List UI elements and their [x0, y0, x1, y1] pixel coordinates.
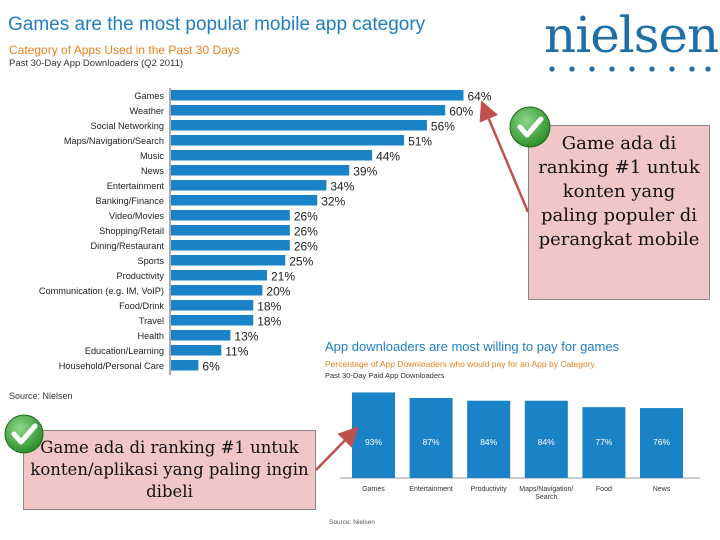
chart1-value-label: 34% [330, 180, 354, 194]
note-box-1: Game ada di ranking #1 untuk konten yang… [528, 125, 710, 300]
chart1-category-label: Health [137, 331, 164, 341]
chart1-bar [171, 180, 327, 191]
chart1-horizontal-bar-chart: Games 64% Weather 60% Social Networking 56% Ma… [39, 88, 492, 375]
logo-text: nielsen [544, 6, 719, 64]
chart1-category-label: Social Networking [90, 121, 164, 131]
chart1-bar [171, 300, 254, 311]
note-box-2: Game ada di ranking #1 untuk konten/apli… [23, 430, 316, 510]
chart1-value-label: 25% [289, 255, 313, 269]
chart1-category-label: Education/Learning [85, 346, 164, 356]
chart1-value-label: 11% [225, 345, 248, 359]
chart1-bar [171, 150, 373, 161]
chart2-category-label: Productivity [471, 486, 508, 493]
chart2-bar [582, 407, 626, 478]
chart1-bar [171, 165, 350, 176]
nielsen-logo: nielsen [544, 6, 719, 86]
page-title: Games are the most popular mobile app ca… [8, 14, 426, 35]
chart1-category-label: Household/Personal Care [59, 361, 164, 371]
chart2-category-label: News [653, 486, 671, 493]
chart1-category-label: Games [134, 91, 164, 101]
chart2-value-label: 76% [653, 437, 670, 447]
chart1-value-label: 26% [294, 210, 318, 224]
chart2-title: App downloaders are most willing to pay … [325, 339, 620, 354]
chart1-bar [171, 255, 286, 266]
chart1-subtitle: Past 30-Day App Downloaders (Q2 2011) [9, 58, 184, 69]
chart1-category-label: Maps/Navigation/Search [64, 136, 164, 146]
chart1-value-label: 21% [271, 270, 295, 284]
chart1-category-label: Music [140, 151, 164, 161]
chart1-bar [171, 135, 405, 146]
chart1-category-label: Shopping/Retail [99, 226, 164, 236]
chart1-bar [171, 285, 263, 296]
chart1-category-label: Dining/Restaurant [90, 241, 164, 251]
chart1-category-label: Video/Movies [109, 211, 164, 221]
chart1-value-label: 26% [294, 240, 318, 254]
chart2-bar [467, 400, 511, 478]
chart1-source: Source: Nielsen [9, 391, 73, 401]
chart2-source: Source: Nielsen [329, 519, 375, 526]
chart1-value-label: 32% [321, 195, 345, 209]
chart2-bar [409, 397, 453, 478]
chart1-bar [171, 315, 254, 326]
chart1-bar [171, 330, 231, 341]
chart1-value-label: 51% [408, 135, 432, 149]
chart1-bar [171, 225, 290, 236]
chart2-value-label: 87% [423, 437, 440, 447]
chart1-category-label: Food/Drink [119, 301, 164, 311]
chart1-value-label: 60% [449, 105, 473, 119]
chart1-value-label: 13% [234, 330, 258, 344]
chart2-category-label: Maps/Navigation/Search [519, 486, 573, 501]
logo-dots [549, 66, 711, 72]
chart1-value-label: 18% [257, 300, 281, 314]
chart1-bar [171, 345, 222, 356]
chart2-bar [640, 408, 683, 478]
chart1-bar [171, 270, 267, 281]
chart2-value-label: 84% [480, 437, 497, 447]
chart1-category-label: Banking/Finance [96, 196, 164, 206]
chart1-value-label: 20% [266, 285, 290, 299]
chart1-bar [171, 210, 290, 221]
chart2-value-label: 93% [365, 437, 382, 447]
chart2-vertical-bar-chart: 93% Games 87% Entertainment 84% Productivity 8… [340, 392, 700, 501]
chart2-value-label: 77% [595, 437, 612, 447]
chart2-category-label: Entertainment [409, 486, 453, 493]
chart2-category-label: Games [362, 486, 385, 493]
chart1-bar [171, 195, 318, 206]
chart1-bar [171, 120, 427, 131]
chart1-category-label: Sports [137, 256, 164, 266]
chart2-bar [352, 392, 395, 478]
chart1-value-label: 26% [294, 225, 318, 239]
chart1-category-label: Weather [129, 106, 164, 116]
chart1-bar [171, 360, 199, 371]
chart2-value-label: 84% [538, 437, 555, 447]
chart1-title: Category of Apps Used in the Past 30 Day… [9, 43, 240, 57]
chart1-category-label: Communication (e.g. IM, VoIP) [39, 286, 164, 296]
chart1-bar [171, 240, 290, 251]
chart1-category-label: News [141, 166, 164, 176]
chart1-category-label: Entertainment [107, 181, 165, 191]
chart2-subsubtitle: Past 30-Day Paid App Downloaders [325, 371, 445, 380]
chart1-value-label: 64% [467, 90, 491, 104]
chart1-bar [171, 105, 446, 116]
chart2-subtitle: Percentage of App Downloaders who would … [325, 359, 595, 369]
chart2-category-label: Food [596, 486, 612, 493]
chart1-value-label: 39% [353, 165, 377, 179]
chart1-bar [171, 90, 464, 101]
chart1-category-label: Productivity [117, 271, 165, 281]
chart2-bar [524, 400, 568, 478]
chart1-category-label: Travel [139, 316, 164, 326]
chart1-value-label: 56% [431, 120, 455, 134]
chart1-value-label: 6% [202, 360, 220, 374]
chart1-value-label: 18% [257, 315, 281, 329]
chart1-value-label: 44% [376, 150, 400, 164]
